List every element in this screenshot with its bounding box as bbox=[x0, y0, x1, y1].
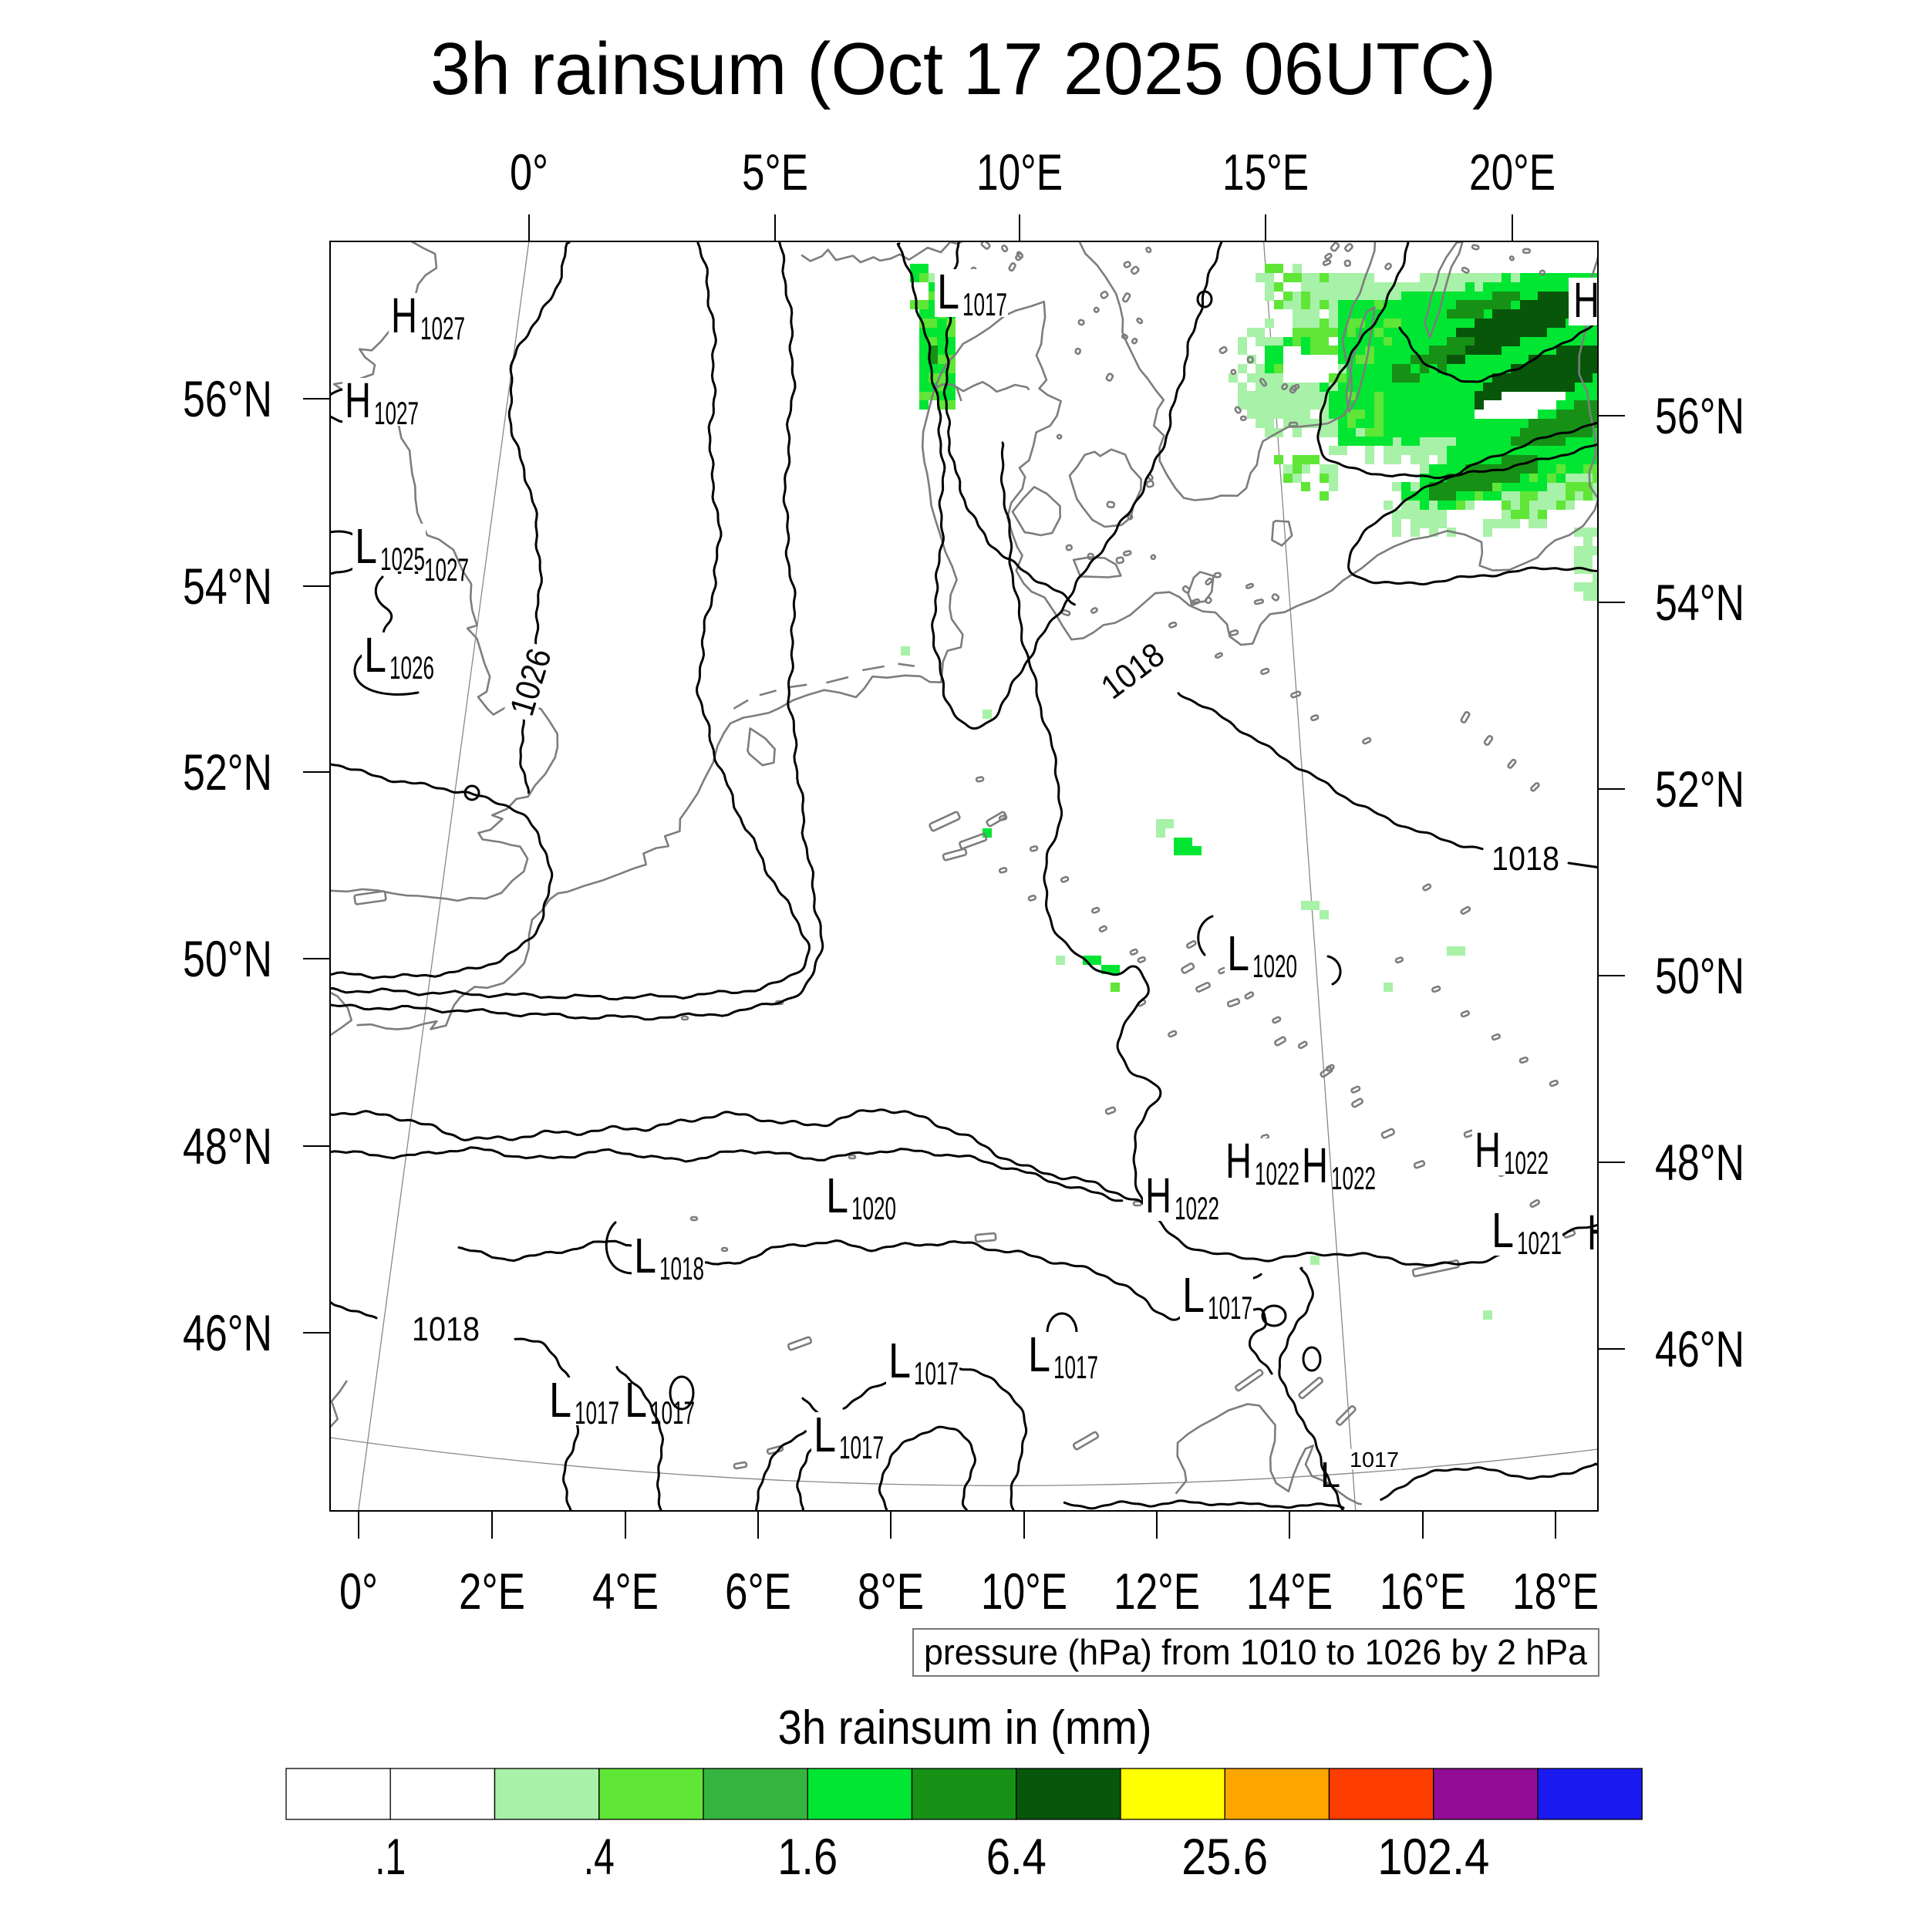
svg-text:5°E: 5°E bbox=[742, 143, 808, 201]
svg-text:H: H bbox=[1475, 1122, 1501, 1178]
svg-text:H: H bbox=[391, 288, 417, 343]
svg-text:14°E: 14°E bbox=[1246, 1563, 1333, 1620]
svg-text:H: H bbox=[1587, 1205, 1613, 1260]
svg-text:1026: 1026 bbox=[503, 644, 559, 720]
svg-text:46°N: 46°N bbox=[1655, 1320, 1744, 1377]
svg-text:50°N: 50°N bbox=[183, 930, 272, 987]
svg-text:1027: 1027 bbox=[374, 395, 419, 431]
svg-text:L: L bbox=[549, 1372, 571, 1428]
svg-text:L: L bbox=[814, 1407, 836, 1462]
svg-text:1.6: 1.6 bbox=[777, 1828, 838, 1885]
svg-text:1018: 1018 bbox=[412, 1310, 480, 1348]
svg-text:52°N: 52°N bbox=[1655, 760, 1744, 818]
svg-text:L: L bbox=[1320, 1455, 1340, 1495]
svg-text:H: H bbox=[345, 373, 371, 428]
svg-text:1022: 1022 bbox=[1255, 1155, 1299, 1192]
svg-text:1021: 1021 bbox=[1517, 1225, 1562, 1261]
svg-text:10°E: 10°E bbox=[981, 1563, 1067, 1620]
svg-text:1017: 1017 bbox=[1350, 1448, 1399, 1472]
svg-text:15°E: 15°E bbox=[1222, 143, 1309, 201]
svg-text:102.4: 102.4 bbox=[1377, 1828, 1489, 1885]
svg-text:L: L bbox=[937, 264, 959, 319]
svg-text:H: H bbox=[1573, 272, 1599, 328]
svg-text:46°N: 46°N bbox=[183, 1304, 272, 1361]
svg-text:1020: 1020 bbox=[1252, 948, 1297, 984]
svg-text:3h rainsum in (mm): 3h rainsum in (mm) bbox=[778, 1701, 1152, 1755]
svg-text:1018: 1018 bbox=[659, 1250, 704, 1286]
svg-text:1017: 1017 bbox=[962, 286, 1007, 322]
svg-text:10°E: 10°E bbox=[976, 143, 1063, 201]
svg-text:6.4: 6.4 bbox=[986, 1828, 1047, 1885]
svg-text:1022: 1022 bbox=[1331, 1160, 1376, 1196]
svg-text:8°E: 8°E bbox=[858, 1563, 924, 1620]
svg-text:L: L bbox=[826, 1168, 848, 1223]
svg-text:12°E: 12°E bbox=[1114, 1563, 1200, 1620]
svg-text:18°E: 18°E bbox=[1512, 1563, 1599, 1620]
svg-text:2°E: 2°E bbox=[459, 1563, 525, 1620]
svg-text:48°N: 48°N bbox=[1655, 1134, 1744, 1191]
svg-text:L: L bbox=[1028, 1327, 1050, 1382]
svg-text:3h rainsum (Oct 17 2025 06UTC): 3h rainsum (Oct 17 2025 06UTC) bbox=[430, 28, 1496, 110]
svg-text:25.6: 25.6 bbox=[1181, 1828, 1268, 1885]
svg-text:1018: 1018 bbox=[1492, 840, 1559, 878]
svg-text:52°N: 52°N bbox=[183, 743, 272, 801]
svg-text:56°N: 56°N bbox=[1655, 387, 1744, 444]
svg-text:H: H bbox=[1225, 1133, 1252, 1189]
svg-text:1020: 1020 bbox=[851, 1190, 896, 1226]
svg-text:1017: 1017 bbox=[914, 1355, 959, 1391]
svg-text:L: L bbox=[364, 627, 386, 683]
svg-text:1017: 1017 bbox=[650, 1394, 695, 1431]
svg-text:L: L bbox=[1182, 1267, 1205, 1323]
svg-text:0°: 0° bbox=[339, 1563, 378, 1620]
svg-text:1017: 1017 bbox=[575, 1394, 619, 1431]
svg-text:16°E: 16°E bbox=[1380, 1563, 1466, 1620]
svg-text:6°E: 6°E bbox=[725, 1563, 791, 1620]
svg-text:1017: 1017 bbox=[839, 1429, 884, 1465]
svg-text:L: L bbox=[1492, 1202, 1514, 1258]
svg-text:L: L bbox=[888, 1333, 911, 1388]
svg-text:20°E: 20°E bbox=[1469, 143, 1556, 201]
svg-text:H: H bbox=[1145, 1168, 1171, 1223]
svg-text:.1: .1 bbox=[375, 1828, 406, 1885]
svg-text:L: L bbox=[1227, 926, 1249, 981]
svg-text:1022: 1022 bbox=[1504, 1145, 1549, 1181]
svg-text:54°N: 54°N bbox=[183, 558, 272, 615]
svg-text:pressure (hPa) from 1010 to 10: pressure (hPa) from 1010 to 1026 by 2 hP… bbox=[924, 1632, 1587, 1672]
svg-text:1017: 1017 bbox=[1208, 1290, 1252, 1326]
svg-text:50°N: 50°N bbox=[1655, 947, 1744, 1004]
svg-text:H: H bbox=[1302, 1138, 1328, 1193]
svg-text:1027: 1027 bbox=[420, 310, 465, 346]
svg-text:1017: 1017 bbox=[1053, 1349, 1098, 1385]
svg-text:L: L bbox=[355, 518, 377, 574]
svg-text:1025: 1025 bbox=[380, 541, 425, 577]
svg-text:1022: 1022 bbox=[1175, 1190, 1219, 1226]
svg-text:4°E: 4°E bbox=[592, 1563, 659, 1620]
svg-text:56°N: 56°N bbox=[183, 370, 272, 427]
svg-text:.4: .4 bbox=[584, 1828, 615, 1885]
svg-text:1027: 1027 bbox=[424, 551, 469, 588]
svg-text:1026: 1026 bbox=[389, 649, 434, 686]
svg-text:0°: 0° bbox=[510, 143, 548, 201]
svg-text:54°N: 54°N bbox=[1655, 574, 1744, 631]
svg-text:L: L bbox=[625, 1372, 647, 1428]
svg-text:L: L bbox=[634, 1228, 656, 1283]
svg-text:48°N: 48°N bbox=[183, 1118, 272, 1175]
